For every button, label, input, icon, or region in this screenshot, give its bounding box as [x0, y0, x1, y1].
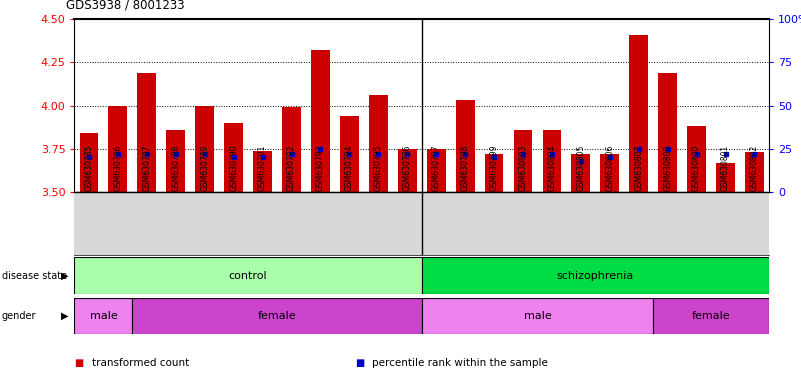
Text: male: male [90, 311, 117, 321]
Bar [421, 298, 653, 334]
Text: schizophrenia: schizophrenia [557, 270, 634, 281]
Bar [195, 106, 214, 192]
Bar [421, 257, 769, 294]
Bar [74, 257, 421, 294]
Bar [79, 133, 99, 192]
Text: transformed count: transformed count [92, 358, 189, 368]
Bar [716, 163, 735, 192]
Text: ▶: ▶ [61, 311, 68, 321]
Bar [542, 130, 562, 192]
Bar [456, 101, 474, 192]
Text: ▶: ▶ [61, 270, 68, 281]
Text: female: female [692, 311, 731, 321]
Bar [745, 152, 764, 192]
Bar [658, 73, 677, 192]
Text: female: female [258, 311, 296, 321]
Bar [369, 95, 388, 192]
Bar [485, 154, 504, 192]
Bar [132, 298, 421, 334]
Bar [108, 106, 127, 192]
Bar [630, 35, 648, 192]
Bar [282, 107, 301, 192]
Text: percentile rank within the sample: percentile rank within the sample [372, 358, 549, 368]
Text: GDS3938 / 8001233: GDS3938 / 8001233 [66, 0, 185, 12]
Bar [653, 298, 769, 334]
Bar [311, 50, 330, 192]
Bar [138, 73, 156, 192]
Text: control: control [229, 270, 268, 281]
Text: gender: gender [2, 311, 36, 321]
Bar [253, 151, 272, 192]
Text: male: male [524, 311, 551, 321]
Bar [74, 298, 132, 334]
Text: disease state: disease state [2, 270, 66, 281]
Bar [513, 130, 533, 192]
Bar [571, 154, 590, 192]
Bar [224, 123, 243, 192]
Bar [427, 149, 445, 192]
Bar [340, 116, 359, 192]
Bar [167, 130, 185, 192]
Text: ■: ■ [74, 358, 84, 368]
Bar [687, 126, 706, 192]
Bar [398, 149, 417, 192]
Text: ■: ■ [355, 358, 364, 368]
Bar [601, 154, 619, 192]
